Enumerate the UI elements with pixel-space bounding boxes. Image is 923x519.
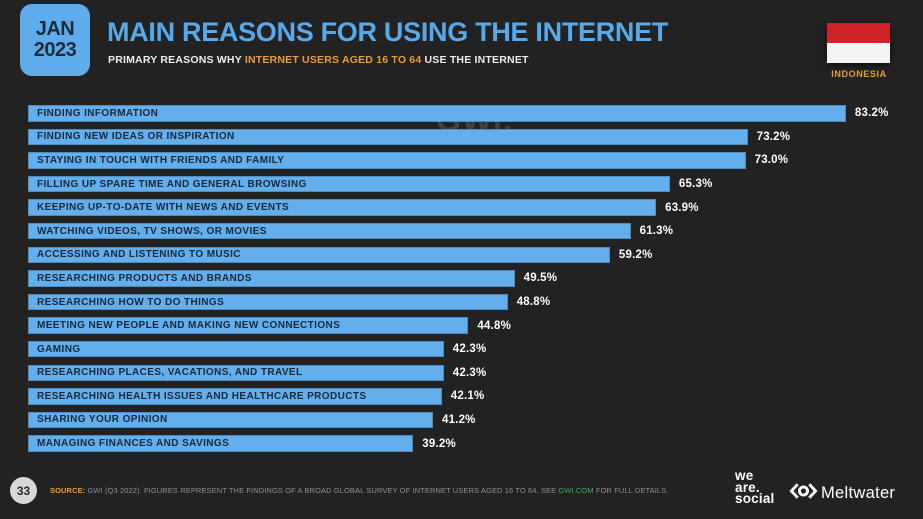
bar-value: 61.3% xyxy=(639,225,674,238)
bar: SHARING YOUR OPINION xyxy=(28,411,433,429)
bar-value: 59.2% xyxy=(618,248,653,261)
bar: KEEPING UP-TO-DATE WITH NEWS AND EVENTS xyxy=(28,199,657,216)
we-are-social-logo: we are. social xyxy=(735,468,775,506)
we-are-social-line2: are. xyxy=(735,479,760,495)
bar: RESEARCHING HEALTH ISSUES AND HEALTHCARE… xyxy=(28,388,442,405)
source-note: SOURCE: GWI (Q3 2022). FIGURES REPRESENT… xyxy=(50,486,668,495)
bar-value: 83.2% xyxy=(854,107,889,120)
bar-label: RESEARCHING HEALTH ISSUES AND HEALTHCARE… xyxy=(37,390,367,402)
date-badge-year: 2023 xyxy=(33,39,77,61)
bar-row: RESEARCHING HOW TO DO THINGS 48.8% xyxy=(28,293,918,311)
bar-row: GAMING 42.3% xyxy=(28,340,918,358)
page-number-badge: 33 xyxy=(10,477,37,504)
bar-label: RESEARCHING PLACES, VACATIONS, AND TRAVE… xyxy=(37,367,303,379)
bar-label: ACCESSING AND LISTENING TO MUSIC xyxy=(37,249,241,261)
bar-row: RESEARCHING PRODUCTS AND BRANDS 49.5% xyxy=(28,270,918,287)
subtitle-prefix: PRIMARY REASONS WHY xyxy=(108,54,245,66)
bar-label: KEEPING UP-TO-DATE WITH NEWS AND EVENTS xyxy=(37,202,290,214)
bar-row: FILLING UP SPARE TIME AND GENERAL BROWSI… xyxy=(28,175,918,193)
bar: RESEARCHING HOW TO DO THINGS xyxy=(28,293,508,311)
bar-chart: FINDING INFORMATION 83.2% FINDING NEW ID… xyxy=(28,105,918,459)
bar: WATCHING VIDEOS, TV SHOWS, OR MOVIES xyxy=(28,222,631,240)
bar-label: RESEARCHING HOW TO DO THINGS xyxy=(37,296,225,308)
bar-value: 42.3% xyxy=(452,343,487,356)
bar-label: MEETING NEW PEOPLE AND MAKING NEW CONNEC… xyxy=(37,320,341,332)
meltwater-logo: Meltwater xyxy=(789,481,895,506)
meltwater-eye-icon xyxy=(789,481,818,506)
page-title: MAIN REASONS FOR USING THE INTERNET xyxy=(107,17,669,47)
bar-row: KEEPING UP-TO-DATE WITH NEWS AND EVENTS … xyxy=(28,199,918,216)
subtitle-suffix: USE THE INTERNET xyxy=(421,54,529,66)
bar: FINDING INFORMATION xyxy=(28,105,846,122)
bar: RESEARCHING PLACES, VACATIONS, AND TRAVE… xyxy=(28,364,444,382)
flag-red-band xyxy=(827,23,890,43)
bar-label: GAMING xyxy=(37,343,81,355)
bar: FINDING NEW IDEAS OR INSPIRATION xyxy=(28,128,748,146)
we-are-social-line1: we xyxy=(735,468,754,483)
bar-label: FILLING UP SPARE TIME AND GENERAL BROWSI… xyxy=(37,178,307,190)
bar-row: MEETING NEW PEOPLE AND MAKING NEW CONNEC… xyxy=(28,317,918,334)
bar-label: FINDING NEW IDEAS OR INSPIRATION xyxy=(37,131,235,143)
country-label: INDONESIA xyxy=(831,69,887,79)
source-text-post: FOR FULL DETAILS. xyxy=(593,486,669,495)
bar-value: 48.8% xyxy=(516,296,551,308)
bar-value: 49.5% xyxy=(523,272,558,285)
bar-row: FINDING INFORMATION 83.2% xyxy=(28,105,918,122)
bar: ACCESSING AND LISTENING TO MUSIC xyxy=(28,246,610,264)
bar-value: 39.2% xyxy=(422,437,456,450)
bar-row: FINDING NEW IDEAS OR INSPIRATION 73.2% xyxy=(28,128,918,146)
bar-value: 42.1% xyxy=(450,390,485,403)
page-subtitle: PRIMARY REASONS WHY INTERNET USERS AGED … xyxy=(108,54,529,66)
bar-value: 65.3% xyxy=(678,178,713,191)
bar-label: WATCHING VIDEOS, TV SHOWS, OR MOVIES xyxy=(37,225,267,237)
meltwater-wordmark: Meltwater xyxy=(821,484,896,502)
bar-row: WATCHING VIDEOS, TV SHOWS, OR MOVIES 61.… xyxy=(28,222,918,240)
flag-white-band xyxy=(827,43,890,63)
bar-label: STAYING IN TOUCH WITH FRIENDS AND FAMILY xyxy=(37,154,285,166)
bar-label: FINDING INFORMATION xyxy=(37,107,159,119)
bar-value: 63.9% xyxy=(665,201,699,214)
bar-row: SHARING YOUR OPINION 41.2% xyxy=(28,411,918,429)
bar-value: 73.2% xyxy=(756,130,791,143)
bar-label: SHARING YOUR OPINION xyxy=(37,414,168,426)
bar-row: RESEARCHING HEALTH ISSUES AND HEALTHCARE… xyxy=(28,388,918,405)
bar-label: RESEARCHING PRODUCTS AND BRANDS xyxy=(37,272,252,284)
date-badge-month: JAN xyxy=(35,18,75,40)
bar-value: 44.8% xyxy=(477,319,511,332)
gwi-com-link[interactable]: GWI.COM xyxy=(558,486,594,495)
subtitle-highlight: INTERNET USERS AGED 16 TO 64 xyxy=(244,54,422,66)
bar-label: MANAGING FINANCES AND SAVINGS xyxy=(37,438,230,450)
bar: MANAGING FINANCES AND SAVINGS xyxy=(28,435,414,452)
date-badge: JAN 2023 xyxy=(20,4,90,76)
bar-row: MANAGING FINANCES AND SAVINGS 39.2% xyxy=(28,435,918,452)
bar-value: 42.3% xyxy=(452,366,487,379)
bar: STAYING IN TOUCH WITH FRIENDS AND FAMILY xyxy=(28,152,746,169)
source-text-pre: GWI (Q3 2022). FIGURES REPRESENT THE FIN… xyxy=(85,486,559,495)
source-label: SOURCE: xyxy=(50,486,86,495)
bar-row: STAYING IN TOUCH WITH FRIENDS AND FAMILY… xyxy=(28,152,918,169)
bar-value: 41.2% xyxy=(442,413,476,426)
page-number: 33 xyxy=(16,483,31,498)
bar: FILLING UP SPARE TIME AND GENERAL BROWSI… xyxy=(28,175,670,193)
bar: RESEARCHING PRODUCTS AND BRANDS xyxy=(28,270,515,287)
bar: GAMING xyxy=(28,340,444,358)
bar-row: RESEARCHING PLACES, VACATIONS, AND TRAVE… xyxy=(28,364,918,382)
indonesia-flag xyxy=(827,23,890,63)
bar-value: 73.0% xyxy=(754,154,789,167)
bar-row: ACCESSING AND LISTENING TO MUSIC 59.2% xyxy=(28,246,918,264)
we-are-social-line3: social xyxy=(735,491,775,506)
bar: MEETING NEW PEOPLE AND MAKING NEW CONNEC… xyxy=(28,317,469,334)
